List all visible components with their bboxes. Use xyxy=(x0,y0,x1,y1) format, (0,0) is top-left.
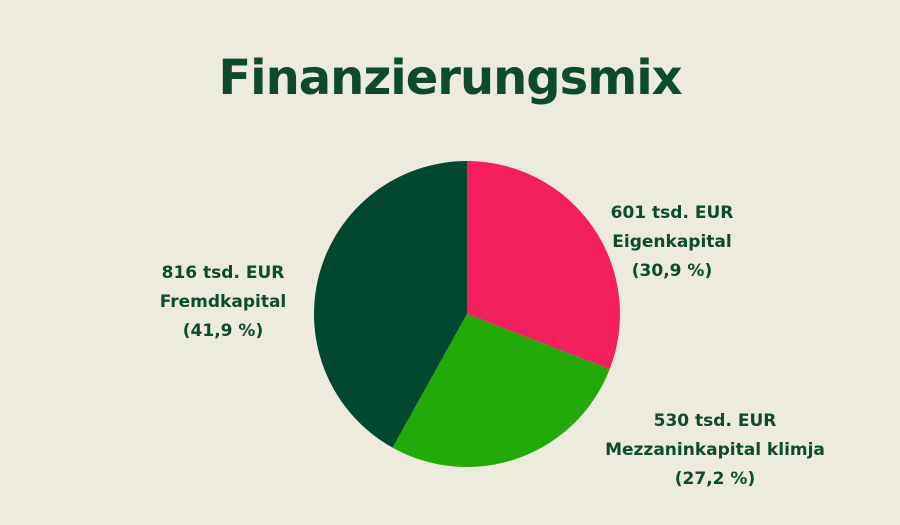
slice-name-eigenkapital: Eigenkapital xyxy=(612,232,732,252)
slice-percent-fremdkapital: (41,9 %) xyxy=(182,321,264,341)
slice-label-eigenkapital: 601 tsd. EUR Eigenkapital (30,9 %) xyxy=(592,199,752,286)
slice-name-fremdkapital: Fremdkapital xyxy=(159,292,287,312)
pie-slice-mezzaninkapital xyxy=(392,314,610,468)
pie-slices xyxy=(313,161,621,468)
slice-value-eigenkapital: 601 tsd. EUR xyxy=(610,203,734,223)
slice-label-mezzaninkapital: 530 tsd. EUR Mezzaninkapital klimja (27,… xyxy=(590,407,840,494)
slice-value-mezzaninkapital: 530 tsd. EUR xyxy=(653,411,777,431)
chart-title: Finanzierungsmix xyxy=(218,50,682,106)
pie-slice-eigenkapital xyxy=(467,161,621,370)
slice-name-mezzaninkapital: Mezzaninkapital klimja xyxy=(605,440,825,460)
slice-label-fremdkapital: 816 tsd. EUR Fremdkapital (41,9 %) xyxy=(138,259,308,346)
slice-percent-mezzaninkapital: (27,2 %) xyxy=(674,469,756,489)
slice-value-fremdkapital: 816 tsd. EUR xyxy=(161,263,285,283)
slice-percent-eigenkapital: (30,9 %) xyxy=(631,261,713,281)
pie-slice-fremdkapital xyxy=(313,161,467,448)
